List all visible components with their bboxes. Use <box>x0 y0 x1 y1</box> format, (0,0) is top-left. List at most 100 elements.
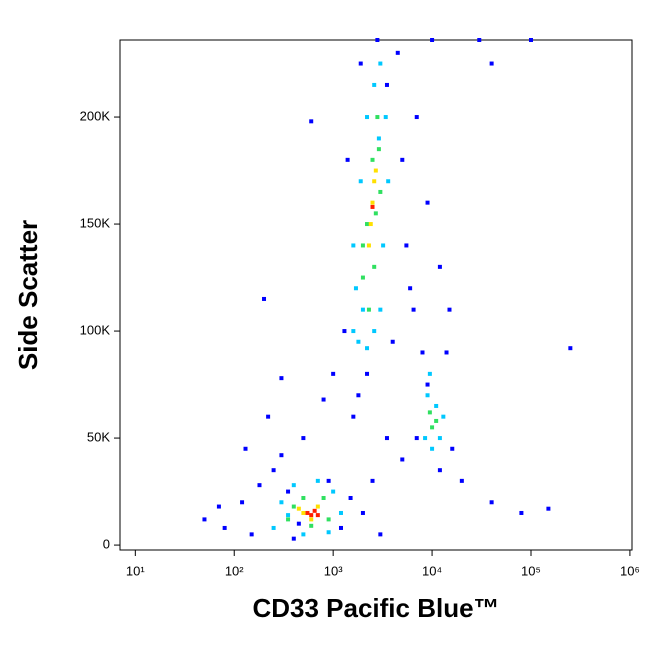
scatter-point <box>489 61 494 66</box>
scatter-point <box>366 243 371 248</box>
scatter-point <box>372 329 377 334</box>
scatter-point <box>309 523 314 528</box>
scatter-point <box>414 436 419 441</box>
scatter-point <box>326 478 331 483</box>
scatter-point <box>291 504 296 509</box>
scatter-point <box>240 500 245 505</box>
scatter-point <box>365 222 370 227</box>
scatter-point <box>430 425 435 430</box>
scatter-point <box>266 414 271 419</box>
x-tick-label: 10¹ <box>126 563 145 578</box>
x-tick-label: 10³ <box>324 563 343 578</box>
scatter-point <box>447 307 452 312</box>
scatter-point <box>338 510 343 515</box>
scatter-point <box>301 495 306 500</box>
scatter-point <box>372 264 377 269</box>
y-tick-label: 200K <box>80 108 111 123</box>
scatter-point <box>348 495 353 500</box>
scatter-point <box>286 489 291 494</box>
scatter-point <box>331 371 336 376</box>
scatter-point <box>356 393 361 398</box>
scatter-point <box>296 506 301 511</box>
scatter-point <box>423 436 428 441</box>
scatter-point <box>262 296 267 301</box>
scatter-point <box>528 38 533 42</box>
scatter-point <box>351 414 356 419</box>
scatter-point <box>450 446 455 451</box>
scatter-point <box>425 200 430 205</box>
scatter-point <box>375 38 380 42</box>
scatter-point <box>301 532 306 537</box>
scatter-point <box>279 453 284 458</box>
scatter-point <box>384 82 389 87</box>
scatter-point <box>395 50 400 55</box>
scatter-point <box>202 517 207 522</box>
scatter-point <box>309 513 314 518</box>
scatter-point <box>345 157 350 162</box>
scatter-point <box>279 500 284 505</box>
scatter-point <box>331 489 336 494</box>
scatter-point <box>546 506 551 511</box>
x-tick-label: 10² <box>225 563 244 578</box>
scatter-point <box>257 483 262 488</box>
y-tick-label: 50K <box>87 430 110 445</box>
scatter-point <box>381 243 386 248</box>
x-tick-label: 10⁵ <box>521 563 541 578</box>
scatter-point <box>378 307 383 312</box>
scatter-point <box>378 189 383 194</box>
scatter-point <box>386 179 391 184</box>
scatter-point <box>216 504 221 509</box>
scatter-point <box>301 510 306 515</box>
scatter-point <box>375 115 380 120</box>
scatter-point <box>366 307 371 312</box>
scatter-point <box>373 168 378 173</box>
scatter-point <box>351 243 356 248</box>
scatter-point <box>400 157 405 162</box>
scatter-point <box>378 61 383 66</box>
scatter-point <box>372 82 377 87</box>
scatter-point <box>420 350 425 355</box>
scatter-point <box>400 457 405 462</box>
scatter-point <box>414 115 419 120</box>
scatter-point <box>444 350 449 355</box>
scatter-point <box>378 532 383 537</box>
scatter-point <box>243 446 248 451</box>
scatter-point <box>321 495 326 500</box>
scatter-point <box>425 393 430 398</box>
scatter-point <box>360 510 365 515</box>
scatter-point <box>408 286 413 291</box>
scatter-point <box>373 211 378 216</box>
scatter-point <box>489 500 494 505</box>
scatter-point <box>384 436 389 441</box>
scatter-point <box>271 525 276 530</box>
scatter-point <box>370 200 375 205</box>
scatter-point <box>312 508 317 513</box>
scatter-point <box>309 517 314 522</box>
scatter-point <box>353 286 358 291</box>
scatter-point <box>351 329 356 334</box>
scatter-point <box>305 510 310 515</box>
scatter-point <box>477 38 482 42</box>
scatter-point <box>360 307 365 312</box>
scatter-point <box>365 371 370 376</box>
scatter-point <box>427 410 432 415</box>
scatter-point <box>430 38 435 42</box>
scatter-point <box>296 521 301 526</box>
scatter-point <box>434 403 439 408</box>
scatter-point <box>365 115 370 120</box>
scatter-point <box>301 436 306 441</box>
scatter-point <box>370 204 375 209</box>
x-tick-label: 10⁶ <box>620 563 640 578</box>
scatter-point <box>372 179 377 184</box>
scatter-point <box>291 483 296 488</box>
scatter-point <box>368 222 373 227</box>
scatter-point <box>271 468 276 473</box>
scatter-point <box>315 513 320 518</box>
scatter-point <box>356 339 361 344</box>
x-axis-label: CD33 Pacific Blue™ <box>252 593 499 623</box>
scatter-point <box>370 157 375 162</box>
scatter-point <box>309 119 314 124</box>
y-tick-label: 150K <box>80 215 111 230</box>
scatter-point <box>279 376 284 381</box>
